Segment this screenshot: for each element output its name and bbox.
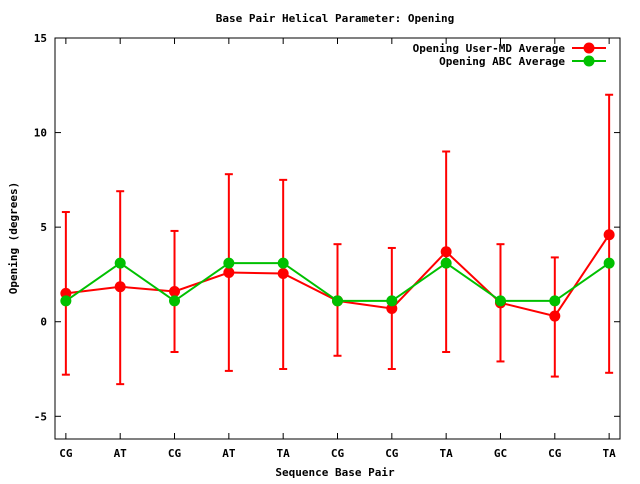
chart-title: Base Pair Helical Parameter: Opening [216, 12, 454, 25]
y-tick-label: 0 [40, 316, 47, 329]
data-point-0 [549, 310, 561, 322]
data-point-1 [223, 257, 235, 269]
x-tick-label: CG [385, 447, 399, 460]
data-point-0 [386, 302, 398, 314]
data-point-1 [60, 295, 72, 307]
x-tick-label: GC [494, 447, 507, 460]
y-tick-label: 5 [40, 221, 47, 234]
x-axis-label: Sequence Base Pair [275, 466, 395, 479]
plot-frame [54, 37, 621, 440]
x-tick-label: CG [548, 447, 562, 460]
y-tick-label: 15 [34, 32, 47, 45]
data-point-1 [277, 257, 289, 269]
data-point-1 [549, 295, 561, 307]
legend: Opening User-MD Average Opening ABC Aver… [413, 42, 606, 68]
data-point-0 [603, 229, 615, 241]
data-point-0 [223, 267, 235, 279]
data-point-1 [386, 295, 398, 307]
legend-label-user-md: Opening User-MD Average [413, 42, 566, 55]
axis-ticks: -5 0 5 10 15 CG AT CG AT TA CG CG TA GC CG TA [34, 32, 620, 460]
x-tick-label: CG [59, 447, 73, 460]
legend-marker-abc [583, 55, 595, 67]
data-point-1 [494, 295, 506, 307]
x-tick-label: CG [331, 447, 345, 460]
x-tick-label: TA [440, 447, 454, 460]
x-tick-label: TA [603, 447, 617, 460]
y-tick-label: 10 [34, 127, 47, 140]
data-marks [60, 93, 615, 386]
data-point-1 [440, 257, 452, 269]
x-tick-label: CG [168, 447, 182, 460]
data-point-0 [60, 287, 72, 299]
data-point-0 [277, 267, 289, 279]
data-point-1 [603, 257, 615, 269]
x-tick-label: AT [114, 447, 128, 460]
x-tick-label: TA [277, 447, 291, 460]
y-axis-label: Opening (degrees) [7, 182, 20, 295]
data-point-1 [332, 295, 343, 307]
data-point-0 [169, 285, 181, 297]
x-tick-label: AT [222, 447, 236, 460]
data-point-0 [440, 246, 452, 258]
legend-marker-user-md [583, 42, 595, 54]
data-point-1 [114, 257, 126, 269]
data-point-0 [114, 281, 126, 293]
data-point-1 [169, 295, 181, 307]
legend-label-abc: Opening ABC Average [439, 55, 565, 68]
y-tick-label: -5 [34, 410, 47, 423]
